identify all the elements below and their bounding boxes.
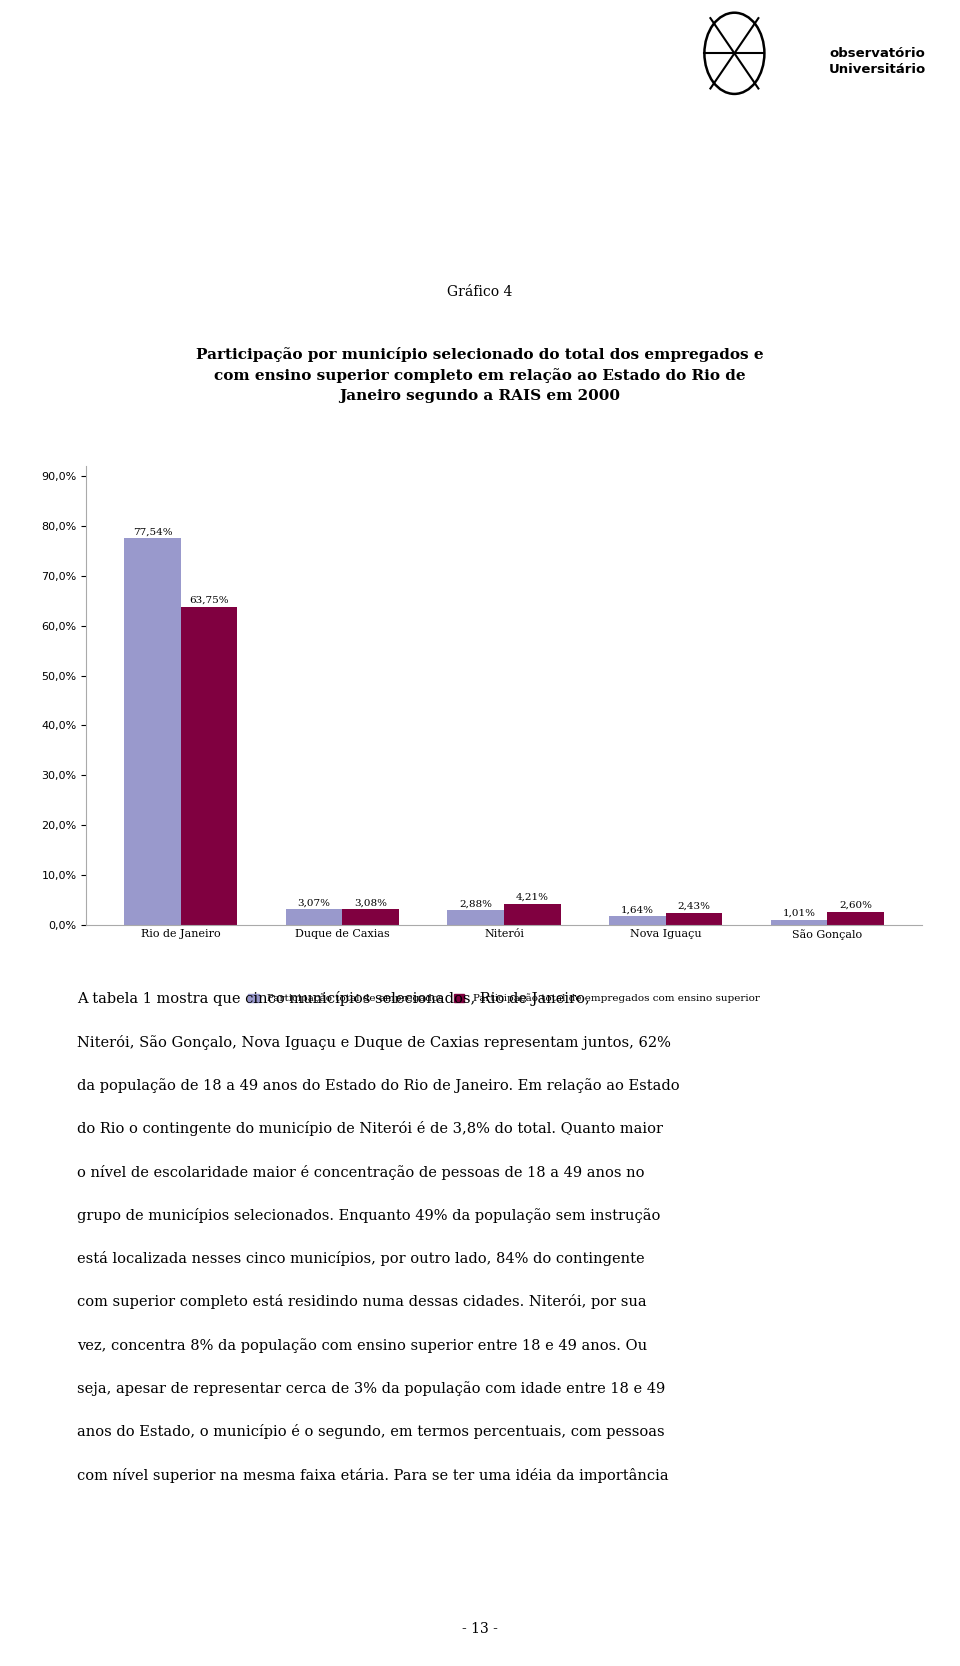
Bar: [125, 538, 180, 925]
Text: com superior completo está residindo numa dessas cidades. Niterói, por sua: com superior completo está residindo num…: [77, 1294, 646, 1309]
Text: com nível superior na mesma faixa etária. Para se ter uma idéia da importância: com nível superior na mesma faixa etária…: [77, 1468, 668, 1483]
Text: 1,01%: 1,01%: [782, 908, 815, 918]
Text: 2,88%: 2,88%: [459, 900, 492, 908]
Bar: [504, 903, 561, 925]
Text: anos do Estado, o município é o segundo, em termos percentuais, com pessoas: anos do Estado, o município é o segundo,…: [77, 1424, 664, 1439]
Bar: [343, 910, 399, 925]
Text: Niterói, São Gonçalo, Nova Iguaçu e Duque de Caxias representam juntos, 62%: Niterói, São Gonçalo, Nova Iguaçu e Duqu…: [77, 1035, 671, 1050]
Text: está localizada nesses cinco municípios, por outro lado, 84% do contingente: está localizada nesses cinco municípios,…: [77, 1251, 644, 1266]
Bar: [180, 606, 237, 925]
Text: 4,21%: 4,21%: [516, 893, 549, 901]
Text: 2,43%: 2,43%: [678, 901, 710, 911]
Text: 3,07%: 3,07%: [298, 898, 330, 908]
Bar: [447, 910, 504, 925]
Text: da população de 18 a 49 anos do Estado do Rio de Janeiro. Em relação ao Estado: da população de 18 a 49 anos do Estado d…: [77, 1078, 680, 1093]
Text: - 13 -: - 13 -: [462, 1623, 498, 1636]
Text: seja, apesar de representar cerca de 3% da população com idade entre 18 e 49: seja, apesar de representar cerca de 3% …: [77, 1381, 665, 1396]
Text: Participação por município selecionado do total dos empregados e
com ensino supe: Participação por município selecionado d…: [196, 347, 764, 403]
Bar: [609, 916, 665, 925]
Text: o nível de escolaridade maior é concentração de pessoas de 18 a 49 anos no: o nível de escolaridade maior é concentr…: [77, 1165, 644, 1180]
Bar: [665, 913, 722, 925]
Text: vez, concentra 8% da população com ensino superior entre 18 e 49 anos. Ou: vez, concentra 8% da população com ensin…: [77, 1338, 647, 1353]
Text: 3,08%: 3,08%: [354, 898, 387, 908]
Text: 1,64%: 1,64%: [621, 906, 654, 915]
Text: 2,60%: 2,60%: [839, 901, 872, 910]
Text: 63,75%: 63,75%: [189, 596, 229, 605]
Text: observatório
Universitário: observatório Universitário: [829, 47, 926, 77]
Legend: Participação total de empregados, Participação total de empregados com ensino su: Participação total de empregados, Partic…: [244, 990, 764, 1008]
Text: A tabela 1 mostra que cinco municípios selecionados, Rio de Janeiro,: A tabela 1 mostra que cinco municípios s…: [77, 991, 589, 1006]
Text: do Rio o contingente do município de Niterói é de 3,8% do total. Quanto maior: do Rio o contingente do município de Nit…: [77, 1121, 662, 1136]
Bar: [828, 911, 883, 925]
Text: Gráfico 4: Gráfico 4: [447, 285, 513, 298]
Bar: [286, 910, 343, 925]
Text: 77,54%: 77,54%: [132, 528, 173, 536]
Text: grupo de municípios selecionados. Enquanto 49% da população sem instrução: grupo de municípios selecionados. Enquan…: [77, 1208, 660, 1223]
Bar: [771, 920, 828, 925]
